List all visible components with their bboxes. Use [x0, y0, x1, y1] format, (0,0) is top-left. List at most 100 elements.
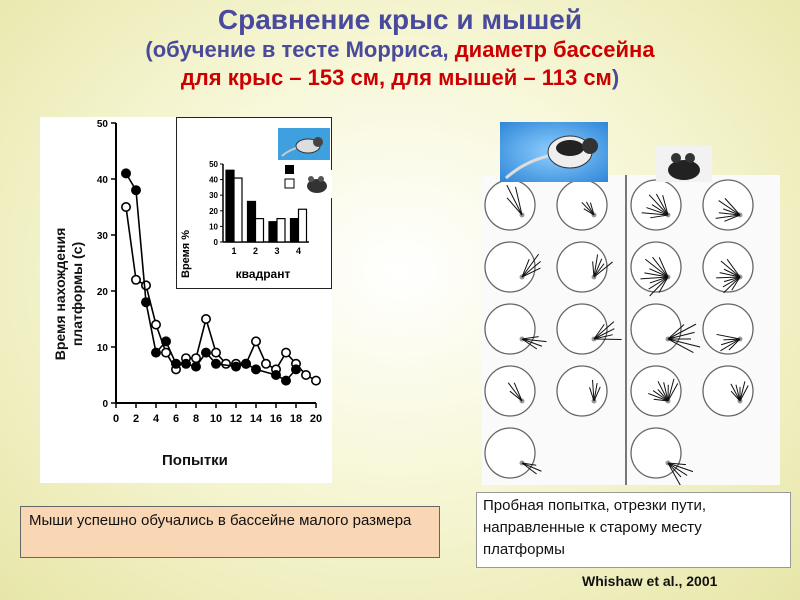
main-ylabel: Время нахождения платформы (с) — [52, 227, 85, 361]
slide-subtitle-line2: для крыс – 153 см, для мышей – 113 см) — [0, 64, 800, 92]
path-segment — [720, 260, 741, 278]
pool-circle — [702, 303, 754, 355]
path-segment — [648, 392, 669, 402]
filled-point — [211, 358, 222, 369]
x-tick-label: 12 — [230, 413, 242, 425]
path-segment — [649, 268, 669, 278]
path-segment — [731, 276, 741, 291]
subtitle-close: ) — [611, 65, 620, 90]
path-segment — [667, 462, 688, 476]
path-segment — [667, 323, 697, 340]
filled-series-line — [125, 172, 297, 382]
path-segment — [581, 201, 595, 216]
filled-point — [291, 364, 302, 375]
filled-point — [281, 375, 292, 386]
filled-point — [241, 358, 252, 369]
path-segment — [515, 186, 523, 216]
filled-point — [181, 358, 192, 369]
path-segment — [722, 208, 741, 216]
path-segment — [589, 202, 595, 216]
bar-y-tick-label: 0 — [214, 238, 219, 247]
path-segment — [739, 381, 746, 402]
path-segment — [667, 324, 685, 340]
pool-circle — [556, 303, 608, 355]
filled-point — [271, 370, 282, 381]
path-segment — [728, 338, 741, 351]
reference: Whishaw et al., 2001 — [582, 573, 718, 589]
path-segment — [521, 338, 538, 350]
path-segment — [644, 272, 669, 278]
filled-point — [161, 336, 172, 347]
subtitle-line2: для крыс – 153 см, для мышей – 113 см — [180, 65, 612, 90]
pool-circle — [556, 365, 608, 417]
probe-caption: Пробная попытка, отрезки пути, направлен… — [476, 492, 791, 568]
path-segment — [593, 261, 613, 278]
probe-trial-paths — [482, 175, 780, 485]
pool-circle — [556, 179, 608, 231]
path-segment — [716, 333, 741, 340]
path-segment — [720, 338, 741, 346]
open-point — [281, 347, 292, 358]
open-point — [221, 358, 232, 369]
filled-bar — [268, 221, 278, 243]
path-segment — [667, 338, 701, 348]
path-segment — [716, 276, 741, 279]
filled-bar — [225, 169, 235, 243]
pool-circle — [556, 241, 608, 293]
path-segment — [640, 276, 669, 280]
open-point — [310, 375, 321, 386]
open-point — [251, 336, 262, 347]
y-tick-label: 0 — [102, 399, 108, 410]
path-segment — [662, 195, 669, 216]
title-block: Сравнение крыс и мышей (обучение в тесте… — [0, 4, 800, 92]
x-tick-label: 16 — [270, 413, 282, 425]
path-segment — [593, 263, 605, 278]
pool-circle — [484, 427, 536, 479]
path-segment — [521, 462, 542, 472]
path-segment — [593, 328, 615, 340]
path-segment — [513, 382, 523, 402]
path-segment — [521, 267, 541, 278]
path-segment — [507, 382, 523, 402]
filled-point — [141, 297, 152, 308]
path-segment — [651, 204, 669, 216]
y-tick-label: 20 — [97, 287, 109, 298]
bar-category-label: 4 — [296, 246, 301, 256]
path-segment — [592, 379, 595, 402]
path-segment — [735, 384, 741, 402]
probe-paths-svg — [484, 175, 754, 485]
quadrant-chart-svg: 0 10 20 30 40 50 1 2 3 4 Время % квадрант — [180, 160, 309, 281]
path-segment — [655, 193, 669, 216]
legend-open-swatch — [284, 178, 295, 189]
open-point — [121, 202, 132, 213]
path-segment — [667, 383, 679, 402]
path-segment — [726, 259, 741, 278]
filled-point — [171, 358, 182, 369]
mice-conclusion-box: Мыши успешно обучались в бассейне малого… — [20, 506, 440, 558]
filled-point — [251, 364, 262, 375]
path-segment — [723, 276, 741, 294]
path-segment — [593, 386, 601, 402]
path-segment — [724, 198, 741, 216]
path-segment — [730, 383, 741, 402]
path-segment — [667, 462, 682, 478]
x-tick-label: 2 — [133, 413, 139, 425]
legend-filled-swatch — [285, 165, 294, 174]
path-segment — [724, 214, 741, 222]
path-segment — [730, 390, 741, 402]
subtitle-part2: диаметр бассейна — [454, 37, 655, 62]
path-segment — [648, 194, 669, 216]
path-segment — [506, 197, 523, 216]
path-segment — [718, 212, 741, 216]
path-segment — [715, 214, 741, 219]
x-tick-label: 14 — [250, 413, 263, 425]
pool-circle — [484, 241, 536, 293]
path-segment — [521, 338, 547, 343]
filled-point — [151, 347, 162, 358]
pool-circle — [630, 427, 682, 479]
path-segment — [658, 257, 669, 278]
path-segment — [658, 276, 669, 293]
path-segment — [644, 258, 669, 278]
x-tick-label: 18 — [290, 413, 302, 425]
